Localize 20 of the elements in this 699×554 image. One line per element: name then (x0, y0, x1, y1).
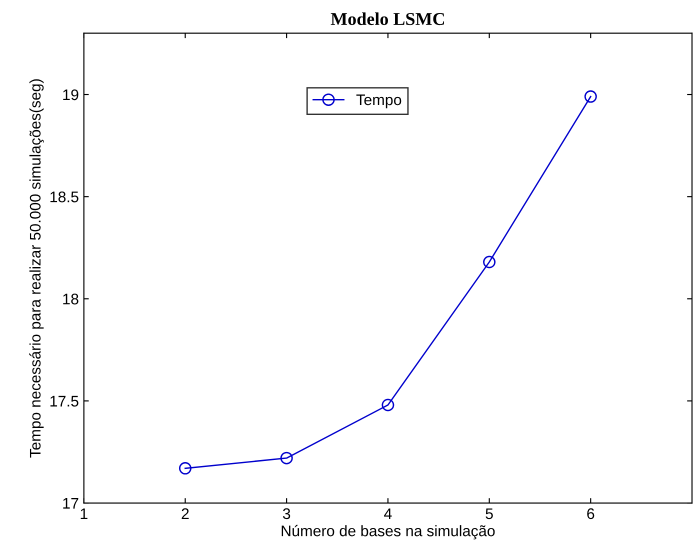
x-tick-label: 5 (486, 508, 493, 520)
x-tick-label: 6 (587, 508, 594, 520)
y-tick-label: 19 (63, 89, 78, 100)
point (178, 462, 192, 475)
point (382, 398, 394, 412)
y-tick-label: 17.5 (50, 396, 78, 407)
x-tick-label: 4 (384, 508, 392, 519)
y-axis-title: Tempo necessário para realizar 50.000 simulações(seg) (29, 79, 44, 458)
point (584, 90, 597, 103)
x-tick-label: 2 (182, 508, 189, 519)
chart-title: Modelo LSMC (330, 12, 444, 26)
y-tick-label: 17 (63, 498, 78, 509)
legend-label: Tempo (356, 94, 402, 108)
x-tick-label: 1 (80, 508, 88, 519)
x-axis-title: Número de bases na simulação (282, 524, 495, 540)
x-tick-label: 3 (282, 508, 290, 520)
point (280, 452, 293, 464)
y-tick-label: 18 (63, 294, 78, 304)
point (483, 256, 496, 268)
y-tick-label: 18.5 (50, 192, 78, 202)
